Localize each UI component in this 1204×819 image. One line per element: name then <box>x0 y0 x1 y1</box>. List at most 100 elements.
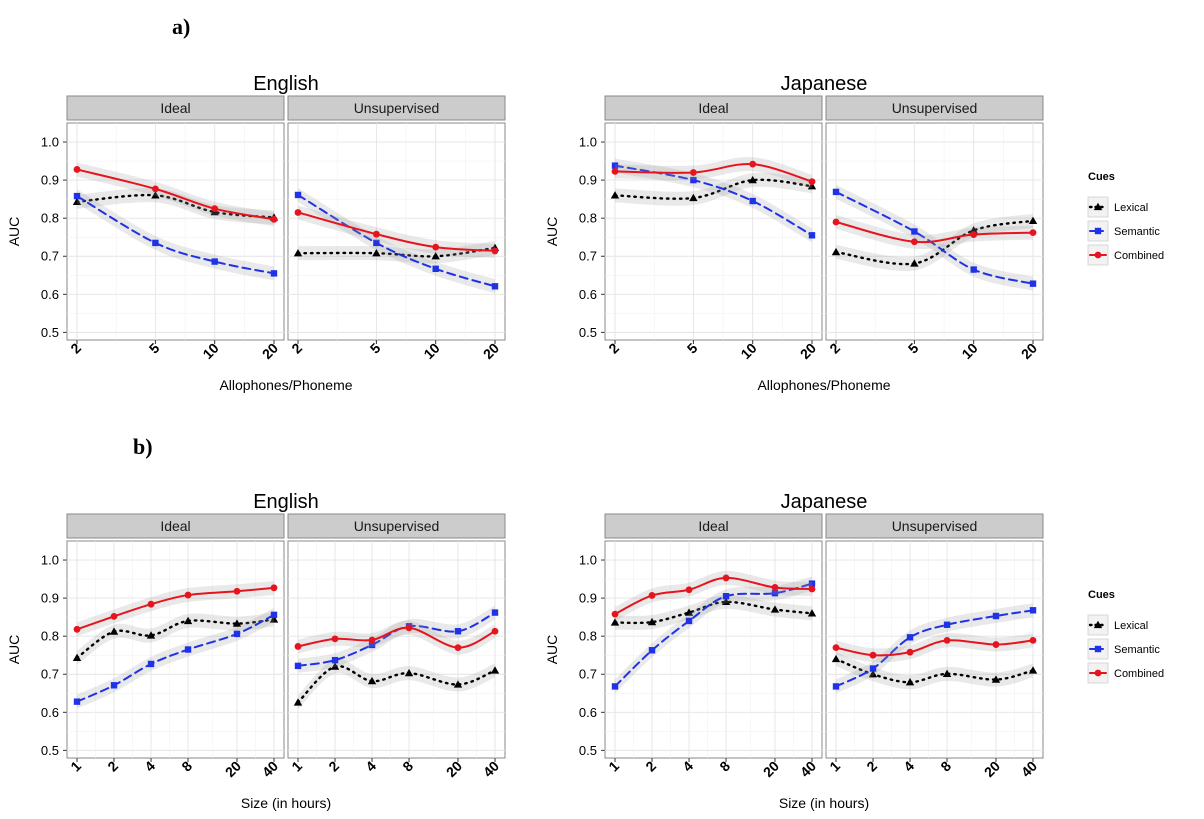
data-point <box>73 698 81 705</box>
data-point <box>685 586 693 594</box>
data-point <box>611 683 619 690</box>
y-tick-label: 1.0 <box>41 135 59 150</box>
confidence-band <box>615 594 812 630</box>
y-tick-label: 0.9 <box>579 173 597 188</box>
series-combined <box>832 214 1037 250</box>
series-line <box>76 586 275 631</box>
facet-strip-label: Ideal <box>698 518 728 534</box>
confidence-band <box>836 652 1033 690</box>
legend-label: Semantic <box>1114 644 1160 656</box>
chart-a-english: English AUC 0.5 0.6 0.7 0.8 0.9 1.0 Allophones/P… <box>6 73 506 393</box>
data-point <box>611 610 619 618</box>
data-point <box>648 592 656 599</box>
legend-item-semantic: Semantic <box>1087 220 1160 242</box>
series-combined <box>294 205 499 258</box>
data-point <box>685 617 693 625</box>
y-tick-label: 1.0 <box>579 135 597 150</box>
series-combined <box>611 156 816 189</box>
series-lexical <box>72 612 279 665</box>
data-point <box>721 597 731 606</box>
legend-marker <box>1094 227 1102 235</box>
series-combined <box>832 633 1037 663</box>
data-point <box>72 653 82 662</box>
data-point <box>808 232 816 239</box>
facet-unsupervised: Unsupervised 1 2 4 8 20 40 <box>825 513 1044 780</box>
legend-label: Lexical <box>1114 202 1148 214</box>
data-point <box>405 624 413 632</box>
data-point <box>294 191 302 199</box>
x-tick-label: 1 <box>67 758 84 775</box>
series-lexical <box>293 240 500 264</box>
legend: Cues Lexical Semantic Combined <box>1087 589 1164 684</box>
y-tick-label: 0.5 <box>579 743 597 758</box>
data-point <box>270 611 278 619</box>
y-tick-label: 0.8 <box>579 629 597 644</box>
y-tick-label: 0.7 <box>579 249 597 264</box>
data-point <box>969 226 978 234</box>
facet-panel <box>604 540 823 759</box>
series-combined <box>611 570 816 622</box>
confidence-band <box>836 184 1033 291</box>
x-tick-label: 2 <box>67 340 84 357</box>
data-point <box>368 641 376 649</box>
series-line <box>297 211 496 252</box>
data-point <box>832 188 840 196</box>
x-tick-label: 40 <box>480 758 502 780</box>
x-tick-label: 10 <box>958 340 980 362</box>
chart-a-japanese: Japanese AUC 0.5 0.6 0.7 0.8 0.9 1.0 Allophones/… <box>544 73 1044 393</box>
series-line <box>75 618 276 660</box>
data-point <box>184 591 192 599</box>
y-axis-title: AUC <box>6 217 22 247</box>
y-tick-label: 0.8 <box>41 211 59 226</box>
series-semantic <box>73 189 278 281</box>
x-tick-label: 1 <box>288 758 305 775</box>
y-tick-label: 0.5 <box>41 325 59 340</box>
series-semantic <box>611 158 816 243</box>
data-point <box>183 616 193 625</box>
y-tick-label: 0.5 <box>41 743 59 758</box>
facet-strip <box>287 95 506 121</box>
data-point <box>110 612 118 620</box>
x-tick-label: 8 <box>178 758 195 775</box>
facet-strip-label: Ideal <box>698 100 728 116</box>
y-tick-label: 0.5 <box>579 325 597 340</box>
series-semantic <box>832 603 1037 694</box>
data-point <box>109 627 119 635</box>
series-semantic <box>73 607 278 709</box>
series-combined <box>294 620 499 655</box>
data-point <box>831 654 841 663</box>
facet-ideal: Ideal 1 2 4 8 20 40 <box>604 513 823 780</box>
legend-marker <box>1094 251 1102 259</box>
x-tick-label: 5 <box>684 340 701 357</box>
data-point <box>372 230 380 238</box>
facet-strip-label: Unsupervised <box>892 518 978 534</box>
x-tick-label: 2 <box>826 340 843 357</box>
confidence-band <box>836 213 1033 272</box>
data-point <box>330 662 340 670</box>
x-axis-title: Allophones/Phoneme <box>219 377 352 393</box>
data-point <box>294 209 302 216</box>
x-tick-label: 4 <box>679 758 696 775</box>
data-point <box>294 662 302 670</box>
data-point <box>372 249 381 257</box>
x-tick-label: 4 <box>900 758 917 775</box>
data-point <box>184 646 192 653</box>
data-point <box>151 191 160 199</box>
x-axis-title: Size (in hours) <box>779 795 869 811</box>
data-point <box>869 665 877 672</box>
x-tick-label: 4 <box>141 758 158 775</box>
data-point <box>270 215 278 223</box>
x-tick-label: 8 <box>937 758 954 775</box>
charts: English AUC 0.5 0.6 0.7 0.8 0.9 1.0 Allophones/P… <box>6 73 1044 811</box>
data-point <box>910 238 918 246</box>
series-lexical <box>610 594 817 630</box>
data-point <box>431 252 440 260</box>
data-point <box>748 175 757 184</box>
legend-item-combined: Combined <box>1087 662 1164 684</box>
chart-title: Japanese <box>781 73 868 95</box>
legend-label: Combined <box>1114 668 1164 680</box>
series-line <box>614 164 813 237</box>
y-tick-label: 0.7 <box>41 667 59 682</box>
y-axis-title: AUC <box>6 635 22 665</box>
series-combined <box>73 162 278 227</box>
